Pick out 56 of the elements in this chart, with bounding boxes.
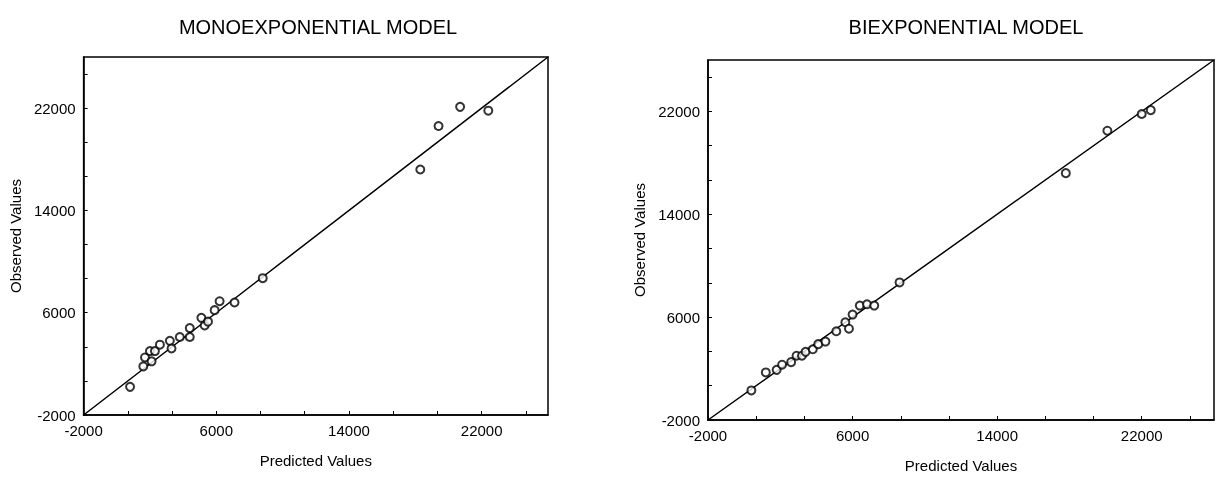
- x-tick-label: 22000: [460, 422, 503, 439]
- point: [843, 323, 854, 334]
- point: [184, 332, 195, 342]
- y-tick-label: -2000: [37, 406, 76, 424]
- point: [146, 356, 157, 367]
- point: [125, 381, 136, 392]
- point: [415, 164, 426, 175]
- x-tick-label: 14000: [976, 427, 1018, 444]
- point: [760, 367, 771, 378]
- point: [1136, 109, 1147, 119]
- point: [257, 273, 268, 284]
- x-tick-label: 6000: [199, 422, 233, 439]
- point: [154, 339, 165, 350]
- x-tick-label: -2000: [688, 427, 728, 444]
- y-tick-label: 14000: [33, 201, 76, 219]
- point: [847, 309, 858, 320]
- y-tick-label: 22000: [33, 99, 76, 117]
- x-tick-label: -2000: [64, 422, 103, 439]
- point: [174, 332, 185, 342]
- x-tick-label: 22000: [1120, 427, 1163, 444]
- y-tick-label: 22000: [658, 102, 700, 120]
- point: [800, 346, 811, 357]
- point: [455, 101, 466, 112]
- point: [164, 335, 175, 346]
- point: [214, 296, 225, 307]
- point: [203, 316, 213, 327]
- point: [777, 359, 788, 370]
- chart-title: BIEXPONENTIAL MODEL: [848, 16, 1084, 38]
- y-tick-label: 14000: [658, 205, 700, 223]
- point: [209, 305, 220, 316]
- x-tick-label: 6000: [835, 427, 870, 444]
- point: [813, 339, 824, 350]
- chart-title: MONOEXPONENTIAL MODEL: [178, 16, 458, 38]
- point: [1060, 168, 1071, 179]
- point: [894, 277, 905, 288]
- point: [229, 297, 240, 308]
- point: [1145, 105, 1156, 116]
- point: [138, 361, 149, 372]
- y-tick-label: 6000: [666, 308, 700, 326]
- y-tick-label: 6000: [42, 304, 76, 322]
- point: [820, 336, 831, 347]
- point: [869, 300, 880, 311]
- point: [746, 385, 757, 396]
- y-axis-title: Observed Values: [7, 179, 24, 293]
- point: [831, 326, 842, 337]
- x-axis-title: Predicted Values: [259, 452, 372, 469]
- point: [149, 346, 160, 357]
- point: [166, 343, 177, 354]
- y-axis-title: Observed Values: [631, 183, 649, 297]
- point: [1102, 125, 1113, 136]
- x-axis-title: Predicted Values: [904, 457, 1018, 474]
- point: [184, 323, 195, 334]
- point: [786, 357, 797, 368]
- point: [433, 121, 444, 132]
- x-tick-label: 14000: [328, 422, 370, 439]
- point: [483, 105, 494, 116]
